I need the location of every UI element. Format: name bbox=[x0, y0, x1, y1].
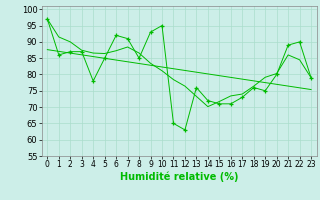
X-axis label: Humidité relative (%): Humidité relative (%) bbox=[120, 172, 238, 182]
